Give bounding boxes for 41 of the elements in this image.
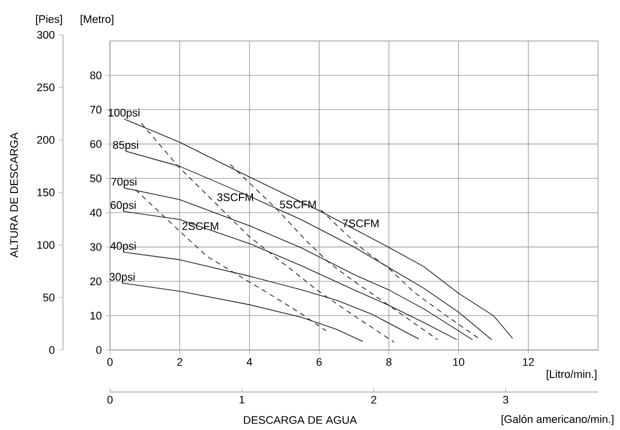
y-tick-label: 60 [90,140,102,148]
x-tick-label: 10 [453,358,464,366]
y-tick-label: 0 [96,346,102,354]
y-tick-label: 80 [90,71,102,80]
y2-tick-label: 50 [43,294,54,302]
x-tick-label: 12 [523,358,534,366]
y2-tick-label: 300 [37,30,54,39]
y2-tick-label: 150 [37,188,54,196]
y-tick-label: 40 [90,208,102,217]
x-tick-label: 4 [246,358,252,366]
series-label: 70psi [111,178,136,188]
x2-tick-label: 3 [503,396,508,404]
series-label: 60psi [110,200,136,212]
series-label: 7SCFM [342,220,378,228]
text: ALTURA DE DESCARGA [10,132,18,258]
x2-axis-title: [Galón americano/min.] [502,414,614,426]
y2-tick-label: 100 [37,241,54,249]
series-label: 3SCFM [217,193,253,202]
x-tick-label: 0 [107,358,113,366]
x-tick-label: 2 [177,358,182,366]
x-axis-title: [Litro/min.] [546,370,596,380]
x-tick-label: 6 [316,358,322,366]
y-tick-label: 70 [90,106,102,114]
y2-tick-label: 0 [49,346,54,354]
y2-tick-label: 200 [37,136,54,144]
series-label: 40psi [110,242,136,252]
y-tick-label: 20 [90,277,102,286]
text: DESCARGA DE AGUA [244,416,357,424]
x2-tick-label: 0 [107,396,113,404]
series-label: 100psi [108,108,140,119]
y-tick-label: 30 [90,243,102,251]
y2-tick-label: 250 [37,83,54,92]
x2-tick-label: 1 [240,396,244,404]
y-axis-title: [Metro] [80,14,114,26]
y-tick-label: 50 [90,174,102,182]
series-label: 85psi [113,140,138,151]
x2-tick-label: 2 [371,396,376,404]
x-tick-label: 8 [386,358,392,366]
y2-axis-title: [Pies] [36,14,62,26]
series-label: 30psi [110,272,135,283]
y-tick-label: 10 [90,312,102,320]
